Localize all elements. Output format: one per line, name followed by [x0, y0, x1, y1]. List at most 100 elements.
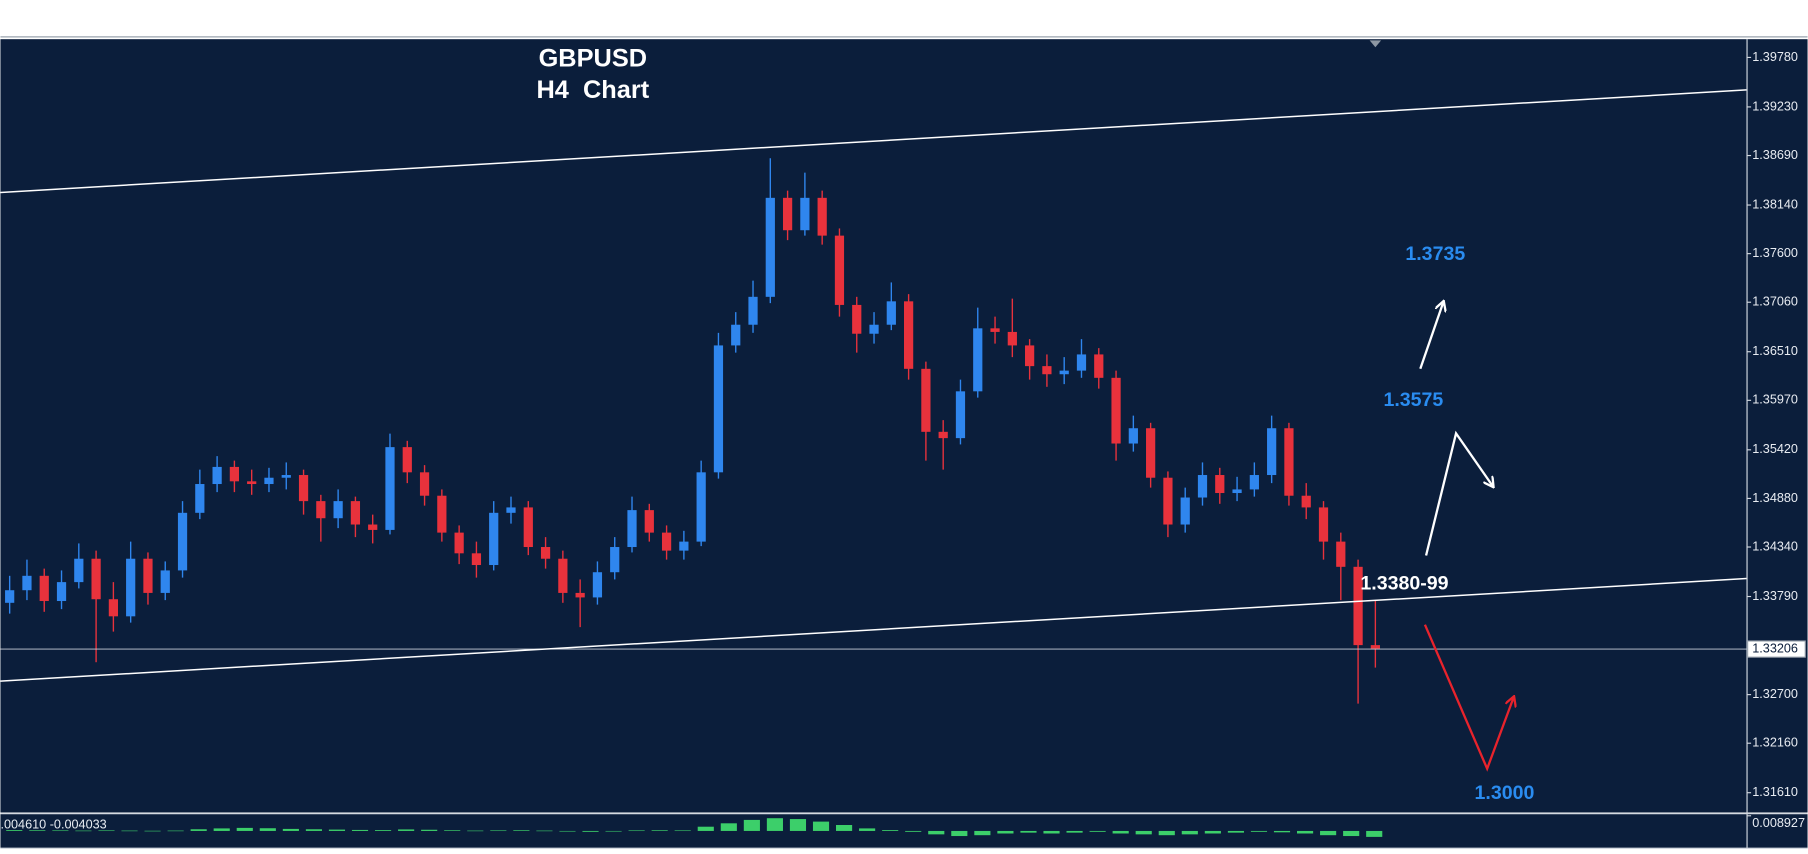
candle-body — [160, 570, 170, 593]
macd-bar — [444, 830, 461, 831]
candle-body — [1318, 507, 1329, 542]
macd-bar — [1020, 830, 1037, 833]
arrow-up-then-down — [1424, 430, 1493, 556]
y-tick-label: 1.31610 — [1752, 785, 1798, 799]
candle-body — [610, 547, 620, 573]
candle-body — [817, 197, 827, 236]
candle-body — [1336, 541, 1346, 567]
channel-upper — [0, 89, 1747, 194]
candle-body — [402, 447, 412, 473]
candle-body — [540, 547, 551, 559]
candle-body — [333, 501, 343, 519]
y-tick-label: 1.39230 — [1752, 99, 1798, 113]
candle-body — [869, 324, 879, 334]
macd-bar — [421, 829, 438, 831]
macd-bar — [674, 830, 691, 832]
candle-body — [661, 532, 672, 551]
candle-body — [1111, 377, 1121, 444]
macd-bar — [859, 828, 876, 831]
macd-bar — [812, 821, 830, 831]
macd-bar — [236, 827, 253, 831]
candle-body — [212, 466, 222, 485]
candle-body — [143, 558, 153, 593]
macd-bar — [536, 830, 553, 832]
y-tick-label: 1.35420 — [1752, 442, 1798, 456]
macd-bar — [1089, 830, 1106, 832]
y-tick-label: 1.33790 — [1752, 589, 1798, 603]
last-price-label: 1.33206 — [1752, 641, 1798, 655]
price-pane — [0, 39, 1747, 813]
candle-body — [1284, 428, 1294, 496]
macd-bar — [1273, 830, 1291, 833]
macd-bar — [1181, 830, 1198, 835]
macd-bar — [29, 830, 46, 831]
candle-body — [1007, 331, 1017, 346]
candle-body — [39, 575, 49, 602]
macd-bar — [144, 830, 161, 832]
last-price-box — [1747, 640, 1806, 658]
macd-bar — [605, 830, 622, 832]
macd-bar — [121, 830, 138, 832]
candle-body — [5, 590, 15, 603]
candle-body — [1353, 566, 1363, 646]
candle-body — [126, 558, 136, 617]
y-tick-label: 1.32700 — [1752, 687, 1798, 701]
annotation: 1.3575 — [1383, 389, 1443, 411]
macd-bar — [375, 830, 392, 831]
candle-body — [1215, 475, 1225, 494]
macd-bar — [75, 830, 92, 832]
candle-body — [264, 477, 274, 485]
macd-bar — [651, 830, 668, 831]
candle-body — [938, 431, 948, 439]
annotation: 1.3000 — [1475, 782, 1535, 804]
candle-body — [247, 481, 257, 485]
candle-body — [1232, 489, 1242, 494]
candle-body — [1249, 475, 1259, 490]
candle-body — [852, 304, 862, 334]
y-tick-label: 1.37060 — [1752, 295, 1798, 309]
y-tick-label: 0.008927 — [1752, 816, 1805, 830]
macd-bar — [974, 830, 991, 836]
candle-body — [316, 501, 326, 519]
candle-body — [22, 575, 32, 591]
macd-bar — [190, 829, 207, 831]
plot: 1.39780 1.39230 1.38690 1.38140 1.37600 1.370… — [0, 50, 1806, 837]
candle-body — [834, 235, 845, 305]
macd-bar — [351, 829, 369, 831]
candle-body — [644, 510, 654, 533]
macd-values: .004610 -0.004033 — [0, 818, 106, 832]
macd-bar — [282, 828, 299, 831]
candle-body — [1197, 475, 1208, 498]
candle-body — [558, 558, 568, 593]
y-tick-label: 1.38690 — [1752, 148, 1798, 162]
candle-body — [1301, 495, 1311, 508]
candle-body — [1042, 366, 1052, 375]
candle-body — [368, 524, 378, 530]
macd-bar — [905, 830, 922, 832]
candle-body — [108, 599, 118, 617]
candle-body — [696, 472, 706, 542]
candle-body — [886, 301, 896, 325]
y-tick-label: 1.34340 — [1752, 539, 1798, 553]
candle-body — [523, 507, 533, 548]
candle-body — [748, 296, 758, 325]
candle-body — [575, 592, 585, 598]
candle-body — [731, 324, 741, 346]
y-tick-label: 1.37600 — [1752, 246, 1798, 260]
macd-bar — [766, 818, 783, 831]
macd-bar — [697, 826, 714, 831]
candle-body — [91, 558, 101, 600]
candle-body — [904, 301, 914, 369]
macd-bar — [6, 830, 23, 831]
macd-bar — [836, 825, 853, 831]
candle-body — [489, 512, 499, 566]
y-tick-label: 1.34880 — [1752, 491, 1798, 505]
arrow-up — [1419, 302, 1443, 370]
macd-bar — [951, 830, 968, 837]
macd-bar — [582, 830, 599, 832]
candle-body — [437, 495, 447, 533]
candle-body — [973, 328, 983, 392]
candle-body — [1128, 428, 1138, 444]
macd-bar — [490, 830, 507, 832]
